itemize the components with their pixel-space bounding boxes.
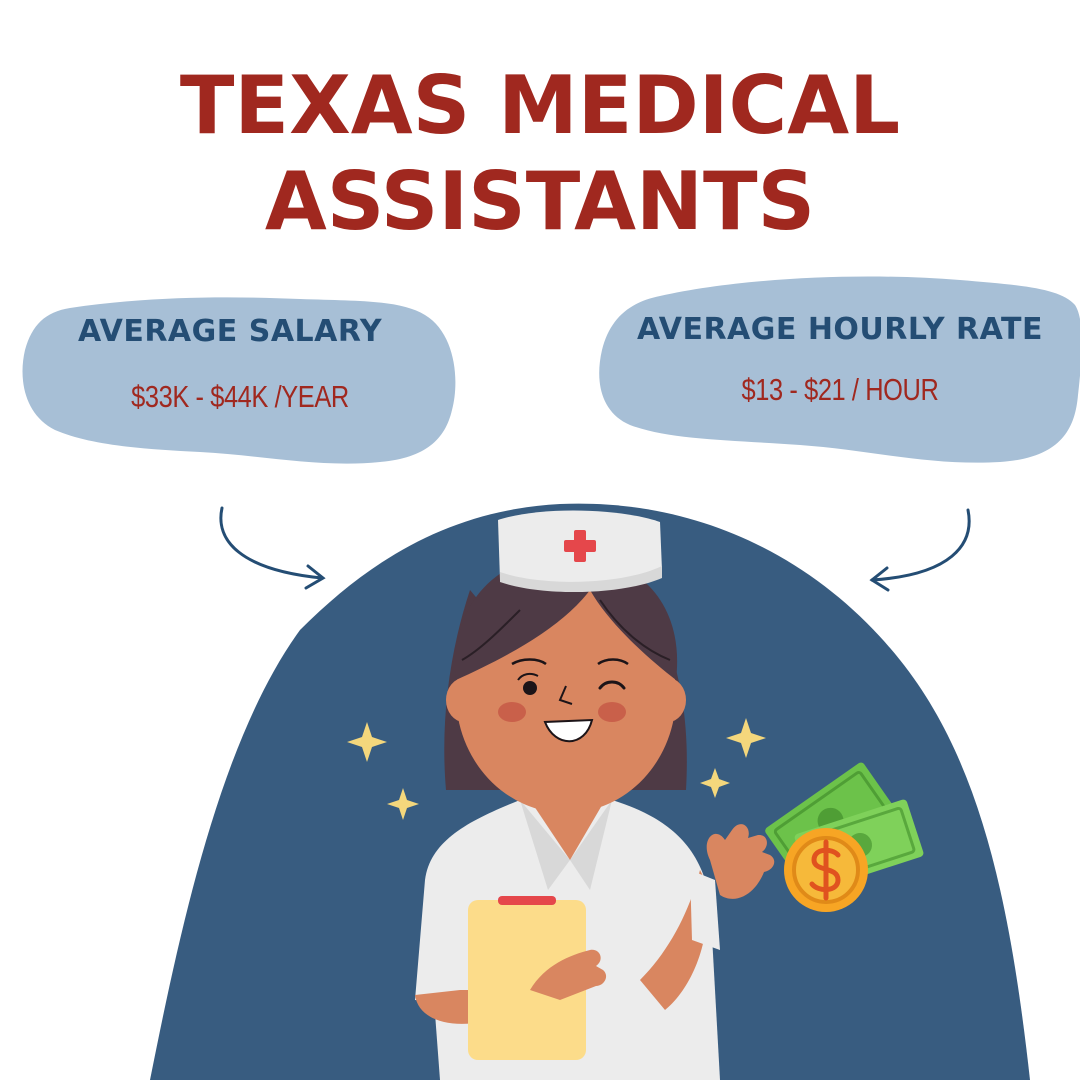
hourly-cloud xyxy=(599,276,1080,463)
salary-value: $33K - $44K /YEAR xyxy=(131,379,349,414)
dollar-coin-icon xyxy=(784,828,868,912)
clipboard-icon xyxy=(468,896,586,1060)
red-cross-icon xyxy=(564,530,596,562)
title-line-2: ASSISTANTS xyxy=(264,155,816,248)
hourly-value: $13 - $21 / HOUR xyxy=(741,372,939,407)
sparkle-icon xyxy=(347,718,766,820)
page-title: TEXAS MEDICAL ASSISTANTS xyxy=(0,58,1080,250)
hourly-heading: AVERAGE HOURLY RATE xyxy=(637,312,1043,347)
curved-arrow-icon xyxy=(219,506,326,590)
title-line-1: TEXAS MEDICAL xyxy=(179,59,901,152)
salary-heading: AVERAGE SALARY xyxy=(77,314,383,349)
curved-arrow-icon xyxy=(869,508,971,592)
salary-cloud xyxy=(22,297,456,464)
nurse-hand xyxy=(706,824,775,899)
nurse-figure xyxy=(415,510,775,1080)
